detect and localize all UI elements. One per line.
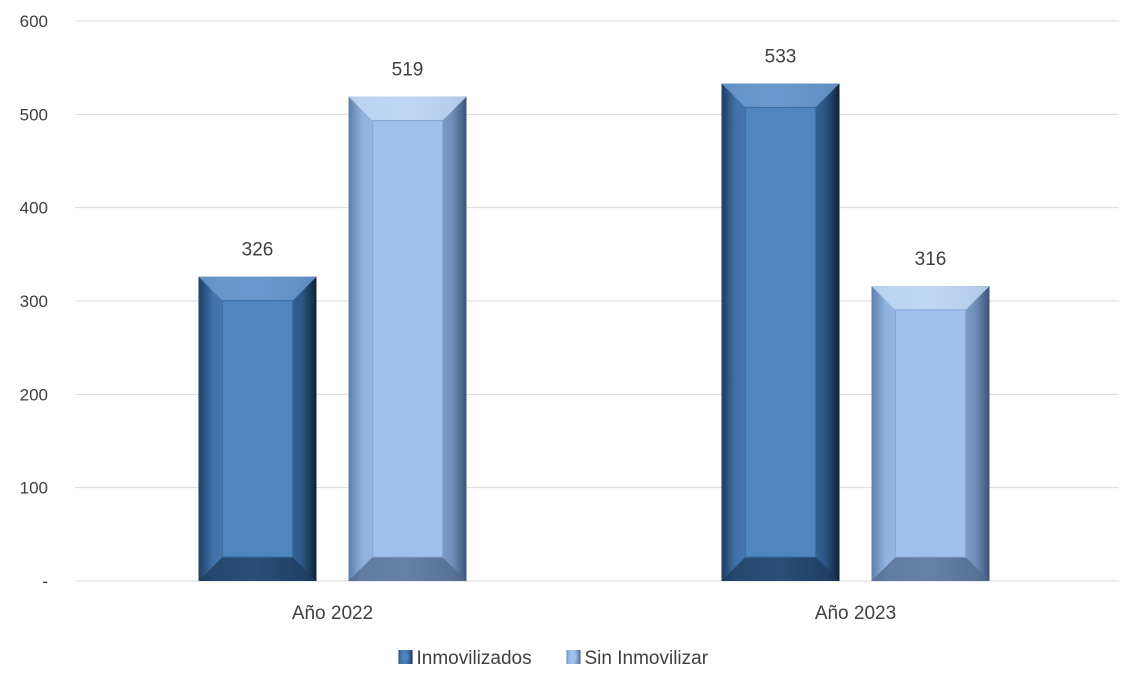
bar-top-bevel (348, 96, 467, 121)
legend-swatch-face (570, 654, 577, 660)
legend: Inmovilizados Sin Inmovilizar (398, 648, 709, 669)
legend-swatch-face (402, 654, 409, 660)
y-tick-label: 300 (20, 292, 48, 311)
labels: 326 519 Año 2022 533 316 Año 2023 (242, 47, 947, 624)
data-label: 316 (915, 249, 947, 270)
bar-top-bevel (198, 276, 317, 301)
bar-face (221, 300, 294, 558)
y-tick-label: 400 (20, 199, 48, 218)
bar-bottom-bevel (871, 557, 990, 581)
bar-bottom-bevel (721, 557, 840, 581)
data-label: 326 (242, 240, 274, 261)
data-label: 533 (765, 47, 797, 68)
bar-bottom-bevel (348, 557, 467, 581)
bar-face (744, 106, 817, 558)
bar (721, 83, 840, 582)
bar-face (894, 309, 967, 558)
y-tick-label: 600 (20, 12, 48, 31)
y-tick-label: 200 (20, 385, 48, 404)
legend-label: Inmovilizados (417, 648, 532, 669)
data-label: 519 (392, 60, 424, 81)
legend-item: Sin Inmovilizar (566, 648, 709, 669)
bars (198, 83, 990, 582)
y-tick-label: 100 (20, 479, 48, 498)
x-category-label: Año 2023 (815, 603, 896, 624)
bar-top-bevel (871, 286, 990, 311)
bar (198, 276, 317, 581)
bar (871, 286, 990, 581)
y-tick-label: - (42, 572, 48, 591)
y-tick-label: 500 (20, 105, 48, 124)
bar-bottom-bevel (198, 557, 317, 581)
bar (348, 96, 467, 581)
bar-face (371, 119, 444, 558)
bar-top-bevel (721, 83, 840, 108)
legend-label: Sin Inmovilizar (585, 648, 709, 669)
x-category-label: Año 2022 (292, 603, 373, 624)
legend-item: Inmovilizados (398, 648, 532, 669)
